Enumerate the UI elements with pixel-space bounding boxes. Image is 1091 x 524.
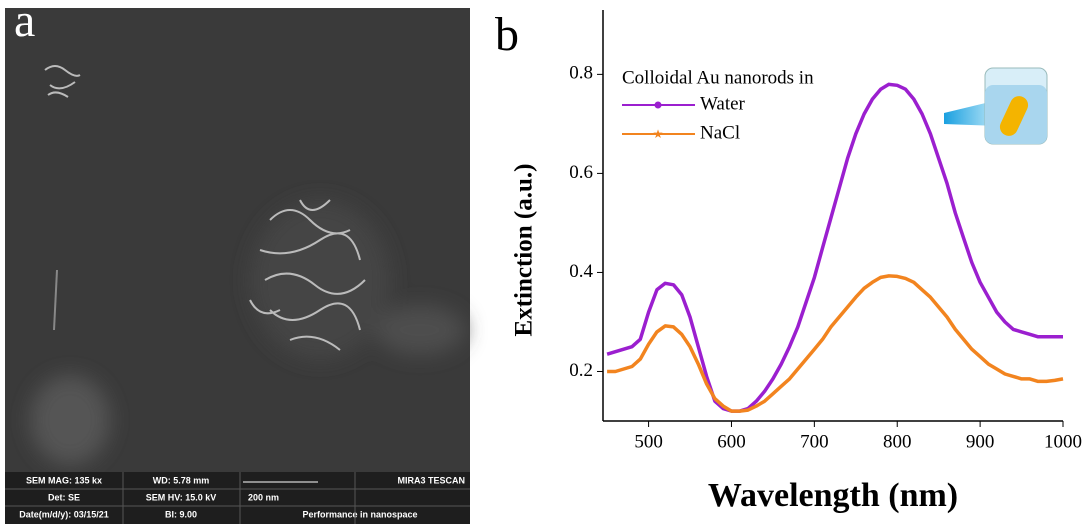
x-tick-label: 500 [634, 431, 663, 452]
legend-label: Water [700, 93, 746, 114]
sem-info-label: WD: 5.78 mm [153, 475, 210, 485]
beaker-icon [944, 67, 1048, 145]
x-axis-label: Wavelength (nm) [708, 477, 958, 514]
x-tick-label: 800 [883, 431, 912, 452]
y-tick-label: 0.8 [569, 63, 593, 84]
sem-info-label: SEM MAG: 135 kx [26, 475, 102, 485]
y-axis-label: Extinction (a.u.) [511, 164, 538, 337]
sem-info-label: Det: SE [48, 492, 80, 502]
sem-info-label: Performance in nanospace [302, 509, 417, 519]
y-tick-label: 0.4 [569, 261, 593, 282]
panel-label: b [495, 8, 519, 61]
legend-marker [654, 101, 662, 109]
sem-info-label: MIRA3 TESCAN [397, 475, 465, 485]
x-tick-label: 900 [966, 431, 995, 452]
sem-info-label: 200 nm [248, 492, 279, 502]
legend-label: NaCl [700, 122, 740, 143]
x-tick-label: 1000 [1044, 431, 1082, 452]
series-line [607, 274, 1064, 413]
series-line [606, 82, 1063, 413]
y-tick-label: 0.2 [569, 360, 593, 381]
sem-info-bar [5, 472, 470, 524]
y-tick-label: 0.6 [569, 162, 593, 183]
sem-info-label: Date(m/d/y): 03/15/21 [19, 509, 109, 519]
legend-title: Colloidal Au nanorods in [622, 67, 814, 88]
sem-info-label: BI: 9.00 [165, 509, 197, 519]
sem-nanorods [44, 65, 366, 351]
x-tick-label: 600 [717, 431, 746, 452]
legend-marker: ★ [653, 127, 664, 141]
panel-label: a [14, 0, 35, 47]
x-tick-label: 700 [800, 431, 829, 452]
sem-texture [30, 200, 465, 465]
sem-info-label: SEM HV: 15.0 kV [146, 492, 217, 502]
sem-info-text: SEM MAG: 135 kx WD: 5.78 mm MIRA3 TESCAN De… [5, 472, 470, 524]
